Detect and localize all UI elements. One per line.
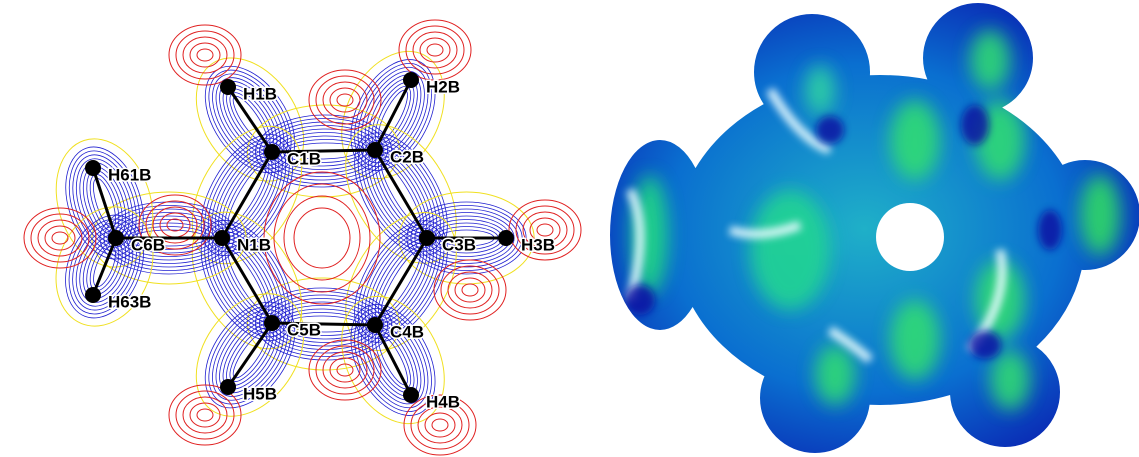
atom-label: H61B	[108, 165, 151, 184]
atom	[85, 287, 101, 303]
atom-label: C6B	[131, 235, 165, 254]
contour-line	[197, 49, 213, 61]
contour-line	[169, 25, 241, 85]
contour-line	[330, 88, 360, 112]
atom	[108, 230, 124, 246]
contour-line	[284, 196, 360, 280]
atom-label: C2B	[390, 147, 424, 166]
atom-label: H1B	[243, 84, 277, 103]
contour-line	[264, 172, 380, 304]
contour-line	[190, 43, 220, 67]
contour-line	[160, 213, 190, 237]
surface-hole	[876, 203, 944, 271]
atom-label: C5B	[287, 320, 321, 339]
contour-line	[427, 44, 443, 56]
contour-line	[337, 94, 353, 106]
atom-label: H4B	[426, 392, 460, 411]
contour-line	[24, 208, 96, 268]
atom	[85, 160, 101, 176]
contour-line	[399, 20, 471, 80]
atom-label: H63B	[108, 292, 151, 311]
atom-label: C1B	[287, 149, 321, 168]
contour-line	[176, 31, 234, 79]
figure: H1B H2B C1B C2B H61B C6B N1B C3B H3B H63B C5B C4B H5…	[0, 0, 1139, 457]
contour-line	[190, 403, 220, 427]
surface	[590, 0, 1139, 457]
atom-label: H2B	[426, 77, 460, 96]
contour-line	[425, 413, 455, 437]
contour-line	[420, 38, 450, 62]
atom	[498, 230, 514, 246]
atom	[367, 142, 383, 158]
contour-line	[406, 26, 464, 74]
contour-line	[441, 266, 499, 314]
atom-label: H3B	[521, 235, 555, 254]
atom-label: H5B	[243, 384, 277, 403]
page: H1B H2B C1B C2B H61B C6B N1B C3B H3B H63B C5B C4B H5…	[0, 0, 1139, 457]
contour-line	[537, 224, 553, 236]
bond	[93, 238, 116, 295]
contour-line	[52, 232, 68, 244]
atom-label: C3B	[442, 235, 476, 254]
atom	[403, 72, 419, 88]
contour-line	[197, 409, 213, 421]
contour-line	[337, 364, 353, 376]
atom	[264, 144, 280, 160]
atom	[220, 79, 236, 95]
atom	[403, 387, 419, 403]
atom	[220, 379, 236, 395]
atom	[367, 317, 383, 333]
contour-line	[167, 219, 183, 231]
contour-line	[274, 184, 370, 292]
contour-line	[309, 70, 381, 130]
contour-line	[294, 208, 350, 268]
contour-line	[462, 284, 478, 296]
contour-line	[176, 391, 234, 439]
atoms: H1B H2B C1B C2B H61B C6B N1B C3B H3B H63B C5B C4B H5…	[85, 72, 555, 411]
atom	[419, 230, 435, 246]
atom	[264, 315, 280, 331]
contour-line	[432, 419, 448, 431]
contour-line	[434, 260, 506, 320]
atom-label: N1B	[237, 235, 271, 254]
atom-label: C4B	[390, 322, 424, 341]
contour-line	[455, 278, 485, 302]
atom	[214, 230, 230, 246]
